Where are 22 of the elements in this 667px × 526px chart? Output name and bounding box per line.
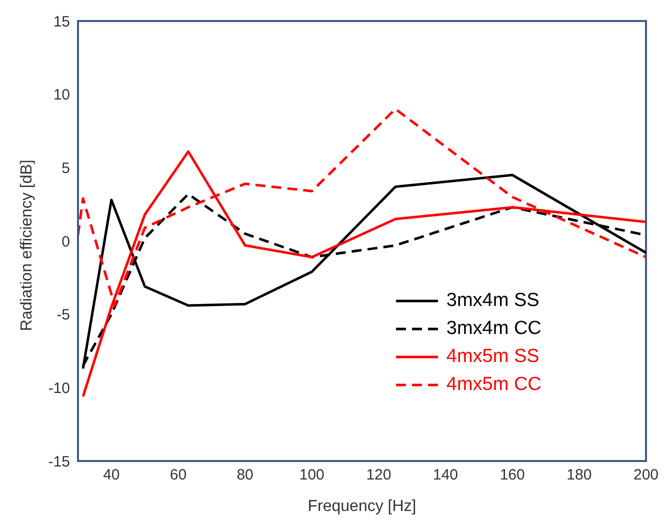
y-tick-label: 5	[62, 160, 70, 177]
x-tick-label: 60	[170, 466, 187, 484]
x-tick-label: 80	[236, 466, 254, 484]
x-axis-title: Frequency [Hz]	[308, 498, 416, 515]
y-tick-label: -5	[56, 306, 70, 324]
x-tick-label: 180	[566, 466, 592, 484]
x-tick-label: 100	[299, 466, 324, 484]
legend-label: 3mx4m SS	[446, 290, 540, 312]
x-tick-label: 200	[633, 466, 659, 484]
x-tick-label: 160	[500, 466, 525, 484]
y-tick-label: -10	[48, 380, 70, 397]
y-tick-label: 10	[53, 86, 70, 104]
y-tick-label: 0	[62, 233, 70, 250]
legend-label: 3mx4m CC	[446, 318, 542, 340]
y-tick-label: -15	[48, 453, 70, 470]
x-tick-label: 140	[433, 466, 458, 484]
legend-label: 4mx5m CC	[446, 374, 542, 396]
y-tick-label: 15	[53, 13, 70, 30]
x-tick-label: 120	[366, 466, 392, 484]
x-tick-label: 40	[103, 466, 120, 484]
y-axis-title: Radiation efficiency [dB]	[18, 160, 36, 331]
legend-label: 4mx5m SS	[446, 346, 540, 368]
